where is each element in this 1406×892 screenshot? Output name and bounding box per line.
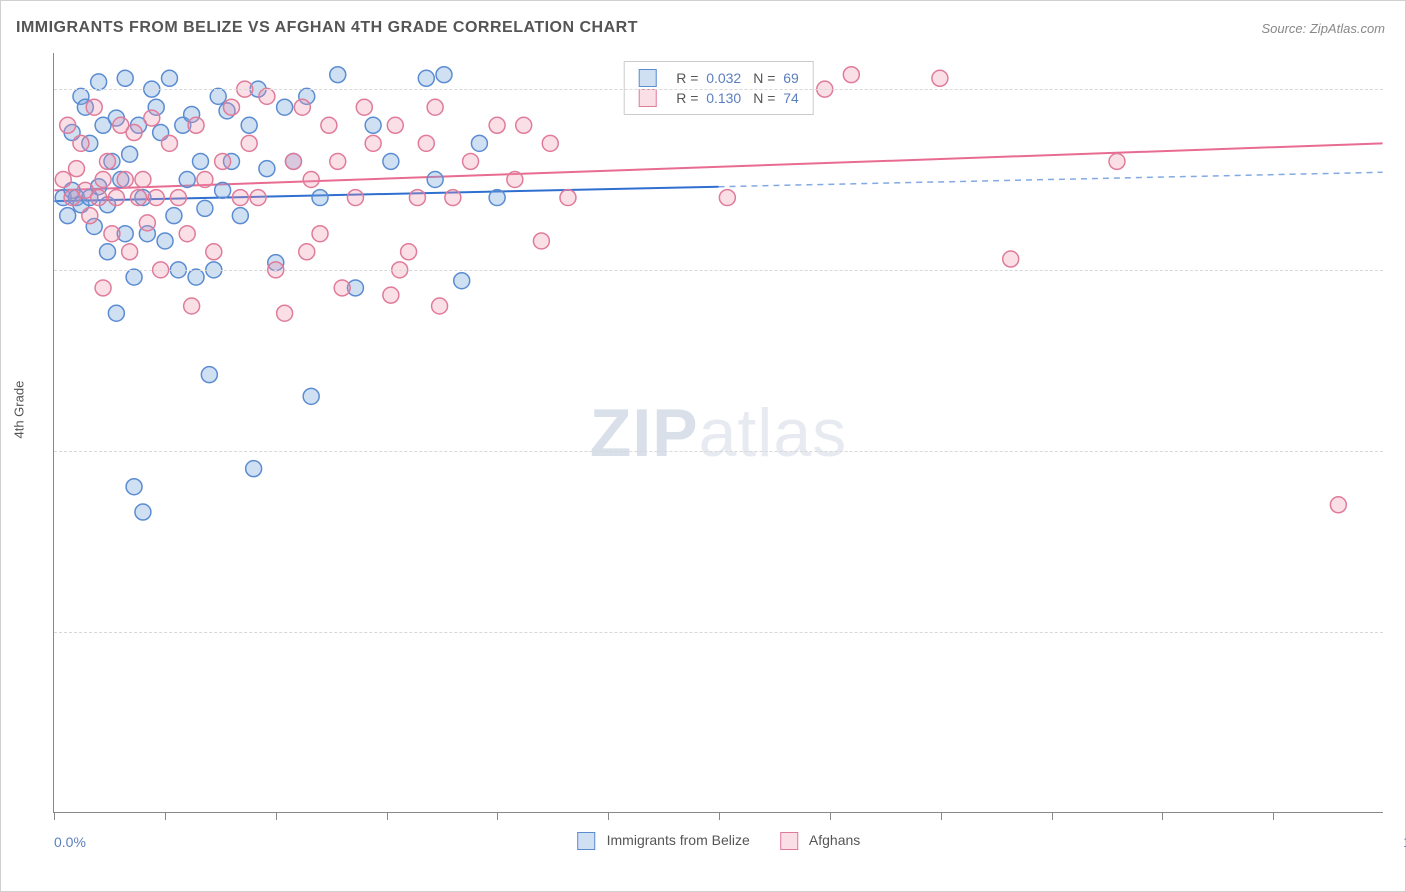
x-tick — [1052, 812, 1053, 820]
x-tick — [719, 812, 720, 820]
chart-title: IMMIGRANTS FROM BELIZE VS AFGHAN 4TH GRA… — [16, 19, 638, 37]
x-tick — [387, 812, 388, 820]
correlation-legend: R = 0.032 N = 69 R = 0.130 N = 74 — [623, 61, 814, 115]
x-tick — [1273, 812, 1274, 820]
x-tick — [497, 812, 498, 820]
x-tick — [830, 812, 831, 820]
x-tick — [276, 812, 277, 820]
legend-swatch-belize — [638, 69, 656, 87]
y-axis-label: 4th Grade — [12, 381, 27, 439]
x-tick — [608, 812, 609, 820]
scatter-svg — [54, 53, 1383, 812]
n-stat-belize: N = 69 — [753, 70, 799, 86]
legend-label: Immigrants from Belize — [607, 832, 750, 848]
source-attribution: Source: ZipAtlas.com — [1261, 21, 1385, 36]
r-stat-belize: R = 0.032 — [676, 70, 741, 86]
legend-swatch-icon — [577, 832, 595, 850]
x-tick — [54, 812, 55, 820]
series-legend: Immigrants from Belize Afghans — [577, 832, 861, 850]
legend-row-belize: R = 0.032 N = 69 — [638, 68, 799, 88]
gridline — [54, 270, 1383, 271]
chart-container: IMMIGRANTS FROM BELIZE VS AFGHAN 4TH GRA… — [0, 0, 1406, 892]
plot-area: ZIPatlas R = 0.032 N = 69 R = 0.130 N = … — [53, 53, 1383, 813]
gridline — [54, 89, 1383, 90]
legend-item-belize: Immigrants from Belize — [577, 832, 750, 850]
legend-swatch-icon — [780, 832, 798, 850]
legend-row-afghans: R = 0.130 N = 74 — [638, 88, 799, 108]
x-tick — [1162, 812, 1163, 820]
gridline — [54, 632, 1383, 633]
legend-item-afghans: Afghans — [780, 832, 861, 850]
n-stat-afghans: N = 74 — [753, 90, 799, 106]
x-tick — [165, 812, 166, 820]
r-stat-afghans: R = 0.130 — [676, 90, 741, 106]
gridline — [54, 451, 1383, 452]
x-tick — [941, 812, 942, 820]
x-axis-min-label: 0.0% — [54, 834, 86, 850]
legend-label: Afghans — [809, 832, 860, 848]
legend-swatch-afghans — [638, 89, 656, 107]
